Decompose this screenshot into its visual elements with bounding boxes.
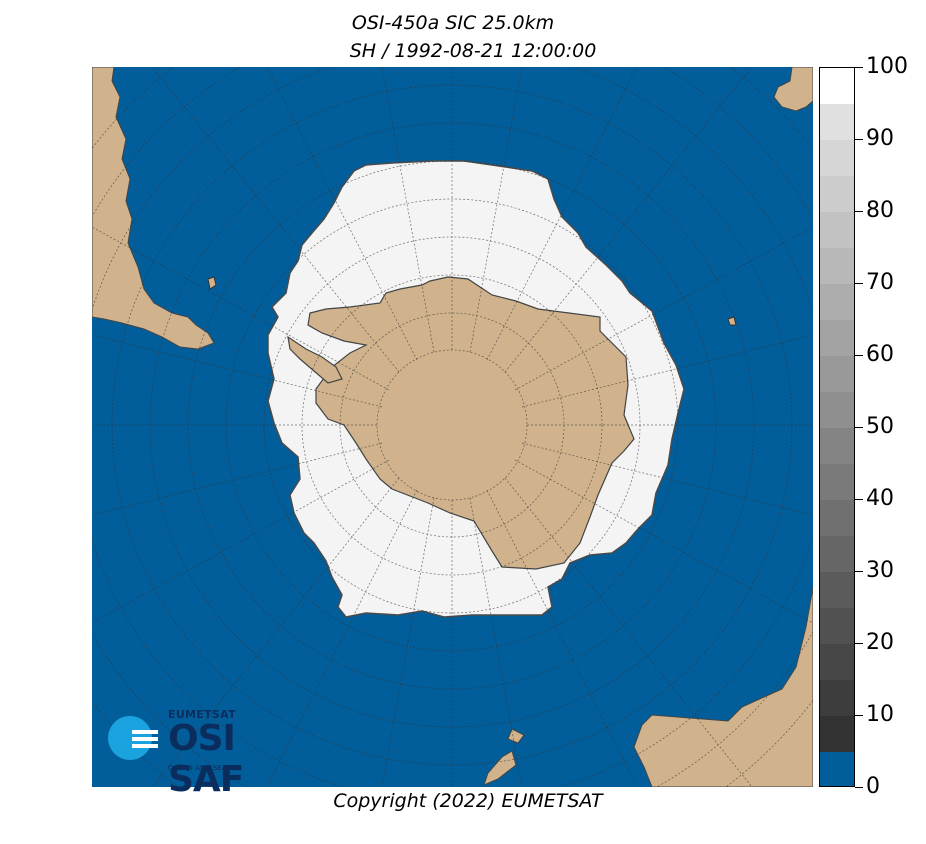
polar-map <box>92 67 813 787</box>
map-title: OSI-450a SIC 25.0km <box>351 12 555 34</box>
colorbar-tick-label: 40 <box>866 486 894 511</box>
africa-land <box>773 67 813 112</box>
copyright-text: Copyright (2022) EUMETSAT <box>333 790 603 812</box>
colorbar-tick <box>855 211 863 212</box>
colorbar-tick-label: 10 <box>866 702 894 727</box>
osisaf-logo: EUMETSAT OSI SAF OCEAN AND SEA ICE <box>106 706 316 800</box>
osisaf-logo-mark-icon <box>108 716 158 760</box>
colorbar-tick-label: 20 <box>866 630 894 655</box>
colorbar-tick <box>855 643 863 644</box>
antarctica-land <box>307 276 635 570</box>
colorbar-segment <box>820 572 854 608</box>
colorbar-segment <box>820 212 854 248</box>
island-land <box>727 316 737 326</box>
colorbar-segment <box>820 104 854 140</box>
colorbar-segment <box>820 716 854 752</box>
antarctic-peninsula-land <box>287 335 343 384</box>
colorbar-segment <box>820 68 854 104</box>
colorbar-segment <box>820 320 854 356</box>
colorbar-tick <box>855 787 863 788</box>
colorbar-tick-label: 90 <box>866 126 894 151</box>
colorbar-tick <box>855 499 863 500</box>
colorbar-segment <box>820 428 854 464</box>
colorbar-tick-label: 70 <box>866 270 894 295</box>
map-subtitle: SH / 1992-08-21 12:00:00 <box>349 40 597 62</box>
logo-name-text: OSI SAF <box>168 718 244 800</box>
colorbar-tick-label: 60 <box>866 342 894 367</box>
colorbar-tick <box>855 139 863 140</box>
colorbar-segment <box>820 464 854 500</box>
colorbar-tick <box>855 355 863 356</box>
south-america-land <box>92 67 215 350</box>
colorbar-tick <box>855 283 863 284</box>
logo-org-text: EUMETSAT <box>168 708 236 721</box>
colorbar-segment <box>820 644 854 680</box>
new-zealand-land <box>483 728 525 786</box>
colorbar-segment <box>820 680 854 716</box>
colorbar-tick <box>855 427 863 428</box>
colorbar-segment <box>820 392 854 428</box>
colorbar <box>819 67 855 787</box>
colorbar-segment <box>820 536 854 572</box>
logo-tagline-text: OCEAN AND SEA ICE <box>168 764 240 772</box>
colorbar-segment <box>820 176 854 212</box>
colorbar-segment <box>820 248 854 284</box>
colorbar-tick-label: 30 <box>866 558 894 583</box>
colorbar-tick-label: 100 <box>866 54 908 79</box>
colorbar-segment <box>820 140 854 176</box>
graticule <box>92 67 813 787</box>
falkland-islands-land <box>207 276 217 290</box>
colorbar-segment <box>820 356 854 392</box>
colorbar-segment <box>820 608 854 644</box>
colorbar-tick <box>855 715 863 716</box>
colorbar-segment <box>820 752 854 786</box>
australia-land <box>633 586 813 787</box>
colorbar-tick <box>855 571 863 572</box>
colorbar-segment <box>820 284 854 320</box>
colorbar-tick-label: 0 <box>866 774 880 799</box>
colorbar-tick <box>855 67 863 68</box>
colorbar-tick-label: 50 <box>866 414 894 439</box>
colorbar-tick-label: 80 <box>866 198 894 223</box>
colorbar-segment <box>820 500 854 536</box>
